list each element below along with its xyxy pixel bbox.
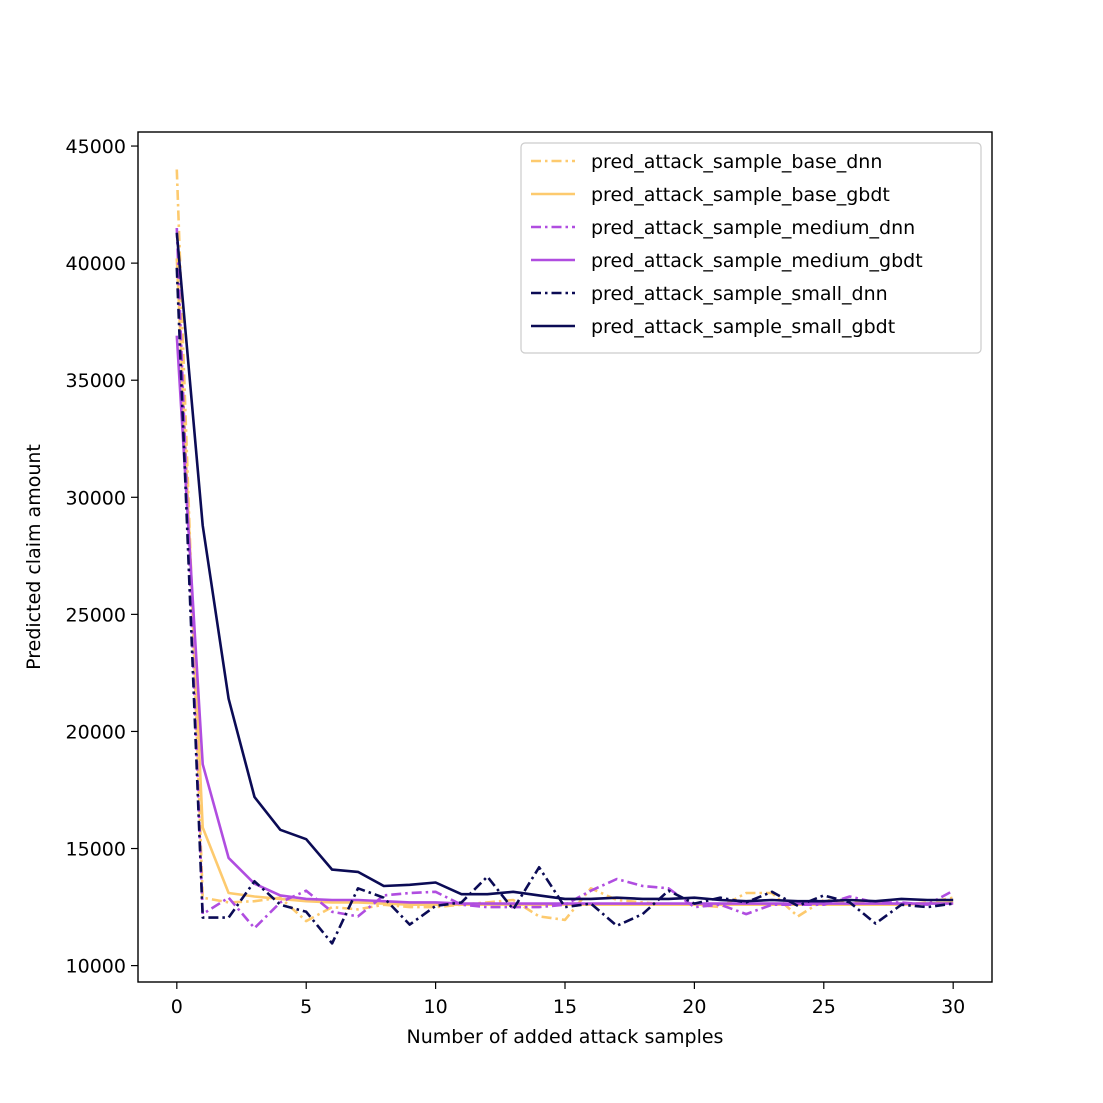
x-tick-label: 10 — [424, 996, 448, 1018]
y-tick-label: 25000 — [66, 604, 126, 626]
legend-label: pred_attack_sample_base_dnn — [591, 151, 882, 173]
y-tick-label: 30000 — [66, 487, 126, 509]
series-line-pred-attack-sample-small-gbdt — [175, 232, 954, 903]
y-axis-label: Predicted claim amount — [23, 444, 45, 670]
y-tick-label: 45000 — [66, 136, 126, 158]
x-tick-label: 15 — [553, 996, 577, 1018]
legend-label: pred_attack_sample_small_gbdt — [591, 316, 895, 338]
y-tick-label: 35000 — [66, 370, 126, 392]
legend: pred_attack_sample_base_dnn pred_attack_s… — [520, 142, 982, 354]
legend-box — [520, 142, 982, 354]
x-axis-label: Number of added attack samples — [407, 1026, 724, 1048]
legend-label: pred_attack_sample_small_dnn — [591, 283, 888, 305]
legend-label: pred_attack_sample_medium_dnn — [591, 217, 915, 239]
series-line-pred-attack-sample-small-dnn — [175, 267, 954, 945]
x-tick-label: 20 — [682, 996, 706, 1018]
x-tick-label: 5 — [300, 996, 312, 1018]
series-line-pred-attack-sample-medium-gbdt — [175, 335, 954, 905]
x-tick-label: 30 — [941, 996, 965, 1018]
y-tick-label: 10000 — [66, 956, 126, 978]
legend-label: pred_attack_sample_medium_gbdt — [591, 250, 923, 272]
x-tick-label: 0 — [171, 996, 183, 1018]
y-tick-label: 40000 — [66, 253, 126, 275]
ticks-layer: 0 5 10 15 20 25 30 10000 15000 20000 25000 30000 350… — [66, 136, 966, 1018]
y-tick-label: 20000 — [66, 721, 126, 743]
legend-label: pred_attack_sample_base_gbdt — [591, 184, 890, 206]
series-layer — [175, 169, 954, 945]
series-line-pred-attack-sample-base-dnn — [175, 169, 954, 923]
y-tick-label: 15000 — [66, 839, 126, 861]
x-tick-label: 25 — [812, 996, 836, 1018]
